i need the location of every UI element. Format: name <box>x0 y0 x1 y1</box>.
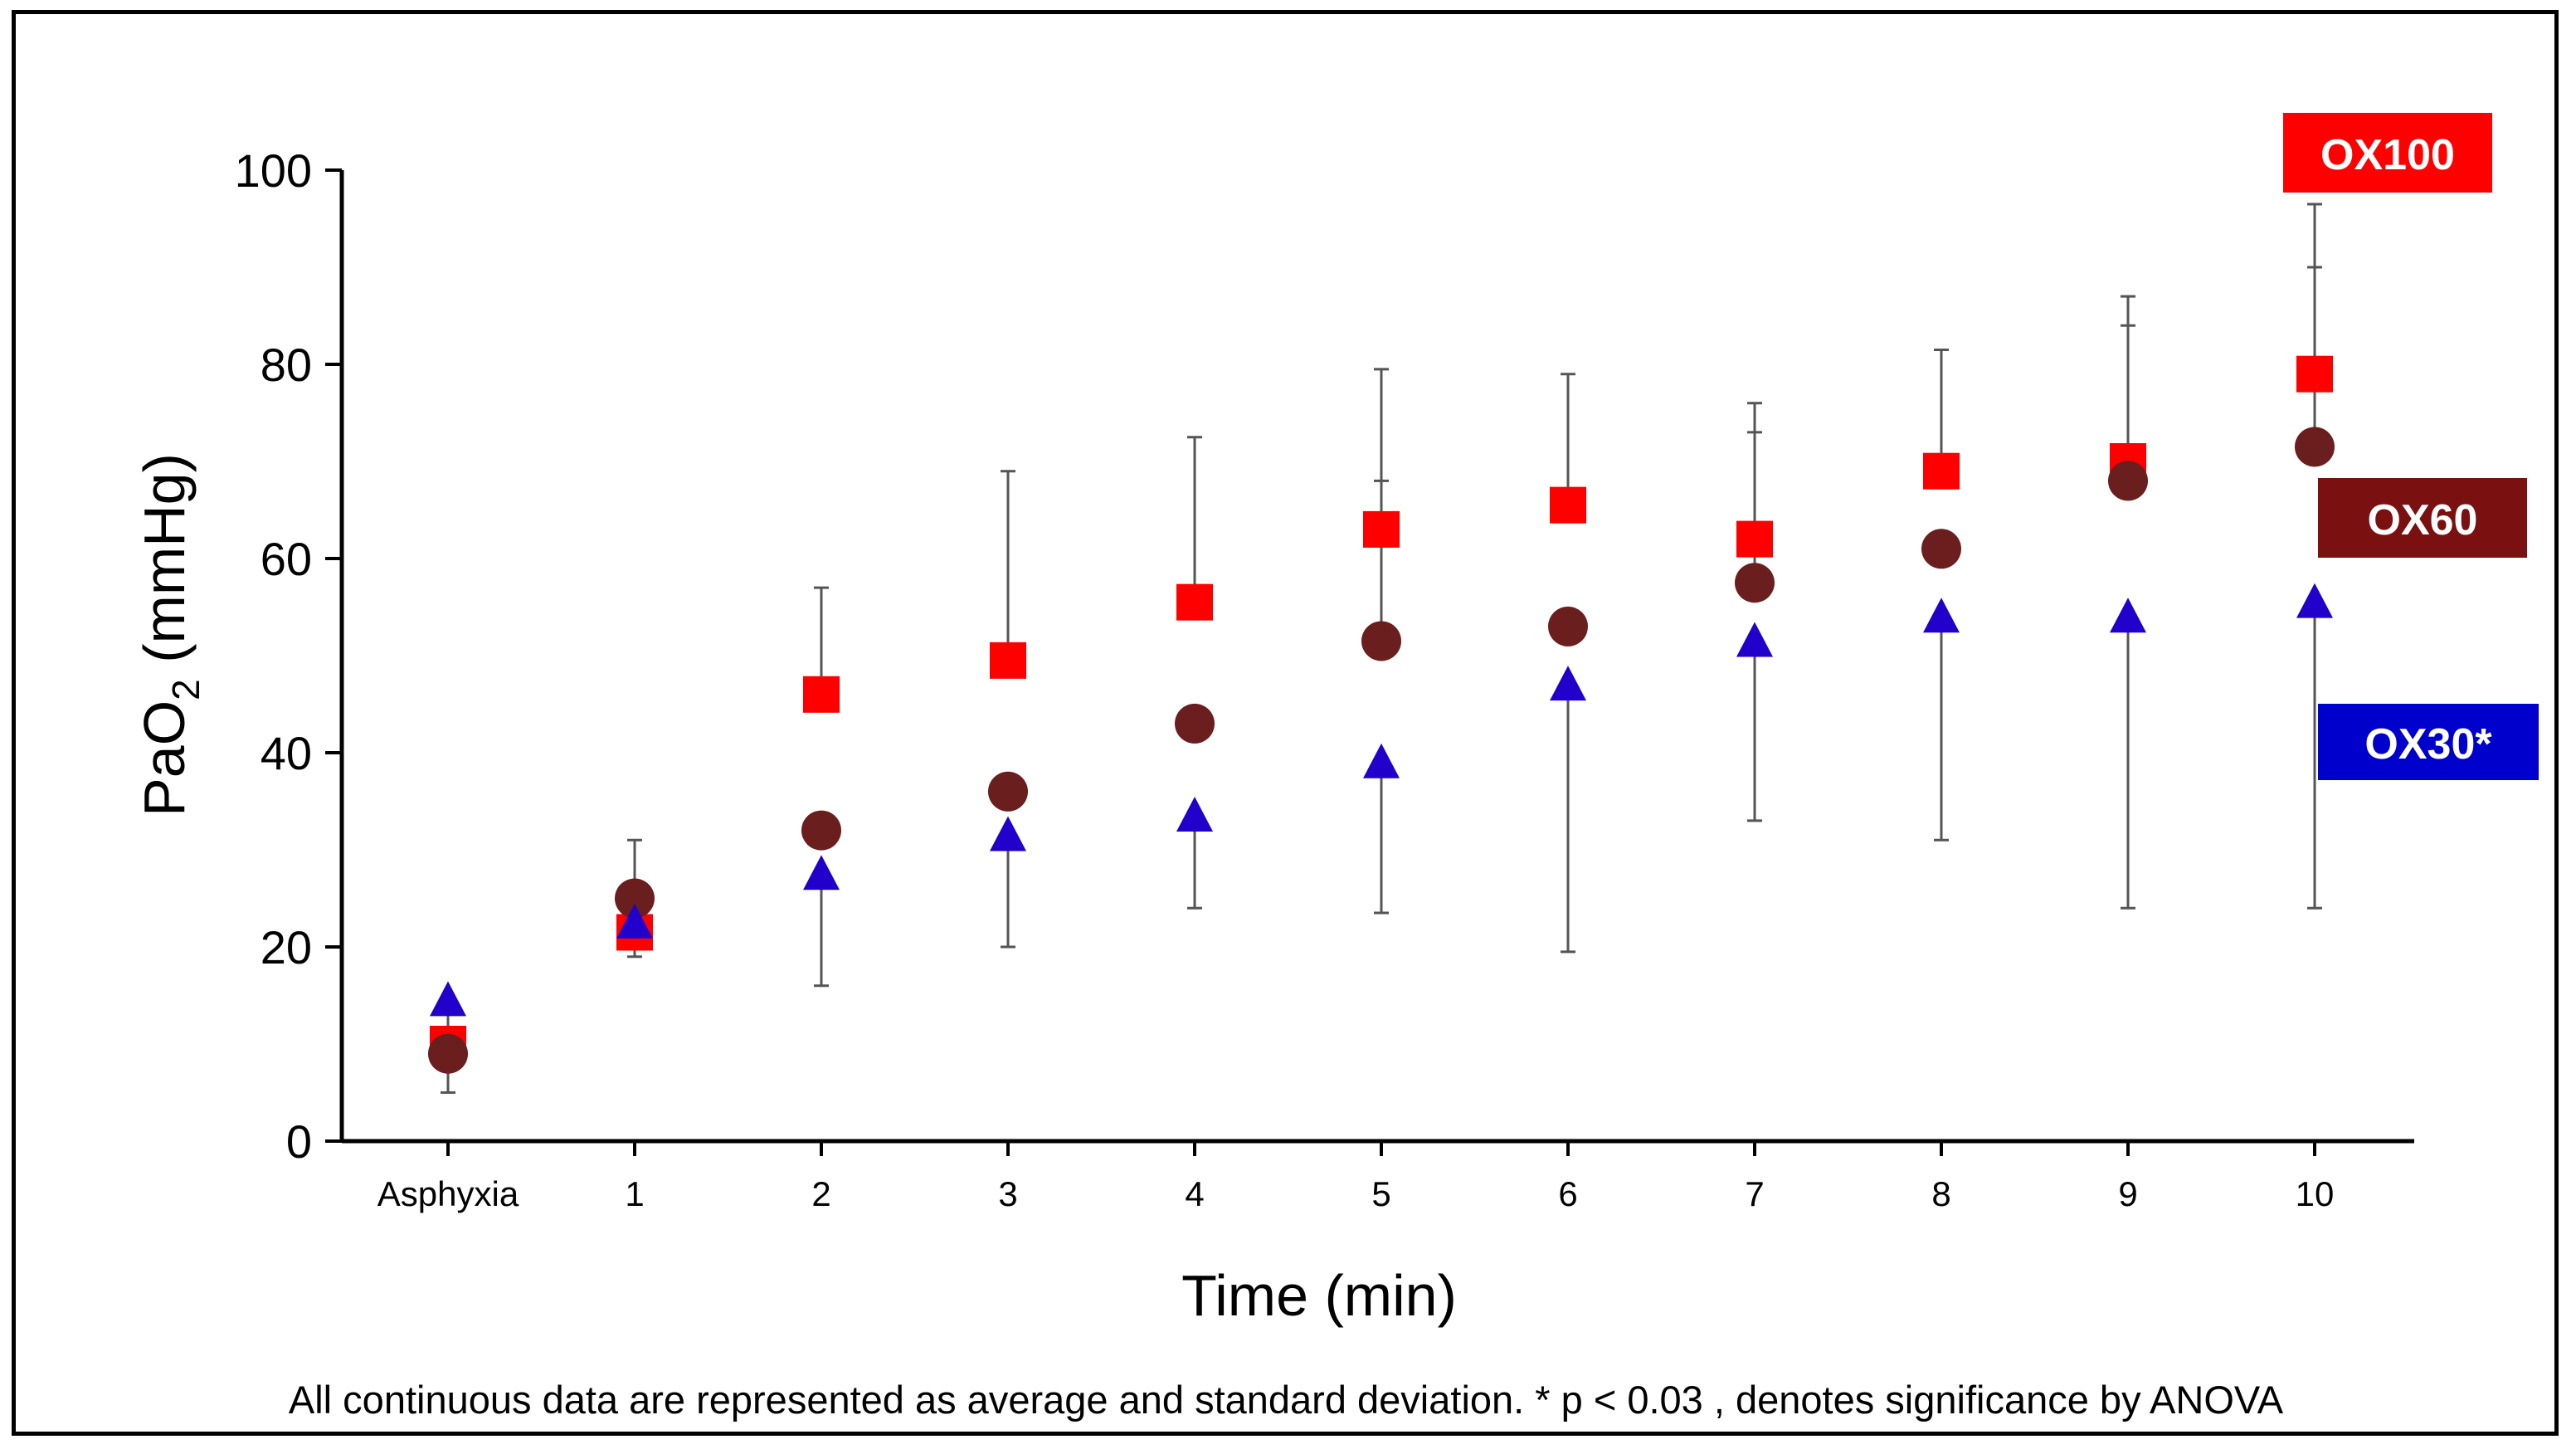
axis-labels: 0 20 40 60 80 100 Asphyxia 1 2 3 4 5 6 7 8 9 10 <box>235 144 2335 1213</box>
point-ox30 <box>2110 598 2146 633</box>
x-tick-label: 5 <box>1371 1174 1390 1213</box>
x-tick-label: 6 <box>1558 1174 1577 1213</box>
point-ox60 <box>428 1033 468 1074</box>
x-tick-label: 10 <box>2296 1174 2335 1213</box>
point-ox60 <box>988 771 1028 812</box>
point-ox30 <box>990 816 1026 851</box>
figure-frame <box>12 10 2559 1436</box>
y-tick-label: 60 <box>261 533 312 585</box>
axes-layer <box>325 168 2414 1156</box>
x-tick-label: 8 <box>1931 1174 1950 1213</box>
error-bars <box>441 202 2322 1094</box>
point-ox100 <box>1550 486 1586 524</box>
point-ox60 <box>2295 427 2335 467</box>
x-axis-title: Time (min) <box>1181 1263 1457 1328</box>
legend-label-ox30: OX30* <box>2318 704 2539 780</box>
legend-box-ox60 <box>2318 478 2527 558</box>
y-tick-label: 100 <box>235 144 312 197</box>
data-markers <box>428 355 2335 1074</box>
point-ox30 <box>1176 797 1213 832</box>
x-tick-label: 9 <box>2118 1174 2137 1213</box>
point-ox60 <box>1735 563 1775 603</box>
point-ox100 <box>1923 452 1960 490</box>
x-tick-label: 2 <box>811 1174 830 1213</box>
y-axis-title: PaO2 (mmHg) <box>132 453 207 817</box>
x-tick-label: 4 <box>1185 1174 1204 1213</box>
point-ox30 <box>803 855 840 890</box>
point-ox60 <box>801 810 841 851</box>
legend-label-ox60: OX60 <box>2318 478 2527 558</box>
x-tick-label: 7 <box>1745 1174 1764 1213</box>
point-ox30 <box>1923 598 1960 633</box>
legend-label-ox100: OX100 <box>2283 113 2492 193</box>
point-ox60 <box>1361 621 1401 661</box>
point-ox30 <box>430 981 466 1017</box>
point-ox60 <box>1548 606 1588 646</box>
y-axis-title-main: PaO <box>132 700 197 817</box>
figure-caption: All continuous data are represented as a… <box>289 1378 2284 1422</box>
y-tick-label: 0 <box>286 1115 312 1168</box>
legend-box-ox30 <box>2318 704 2539 780</box>
point-ox100 <box>1736 520 1773 558</box>
y-tick-label: 40 <box>261 727 312 779</box>
point-ox30 <box>1550 666 1586 701</box>
point-ox100 <box>803 676 840 713</box>
point-ox100 <box>1363 510 1400 548</box>
legend-text-ox100: OX100 <box>2320 131 2455 179</box>
x-tick-label: Asphyxia <box>377 1174 519 1213</box>
y-tick-label: 20 <box>261 921 312 973</box>
legend-text-ox60: OX60 <box>2368 496 2478 544</box>
point-ox30 <box>1363 743 1400 778</box>
legend-box-ox100 <box>2283 113 2492 193</box>
point-ox60 <box>615 878 655 919</box>
y-tick-label: 80 <box>261 339 312 391</box>
point-ox100 <box>1176 583 1213 621</box>
point-ox30 <box>616 903 653 939</box>
x-tick-label: 3 <box>998 1174 1017 1213</box>
y-axis-title-sub: 2 <box>164 679 207 700</box>
point-ox60 <box>1921 529 1961 569</box>
point-ox30 <box>2296 583 2333 618</box>
point-ox30 <box>1736 622 1773 657</box>
point-ox100 <box>2296 355 2333 393</box>
x-tick-label: 1 <box>625 1174 644 1213</box>
point-ox100 <box>990 642 1026 679</box>
point-ox60 <box>2108 461 2148 501</box>
point-ox60 <box>1175 703 1215 744</box>
legend-text-ox30: OX30* <box>2364 720 2492 768</box>
y-axis-title-tail: (mmHg) <box>132 453 197 679</box>
